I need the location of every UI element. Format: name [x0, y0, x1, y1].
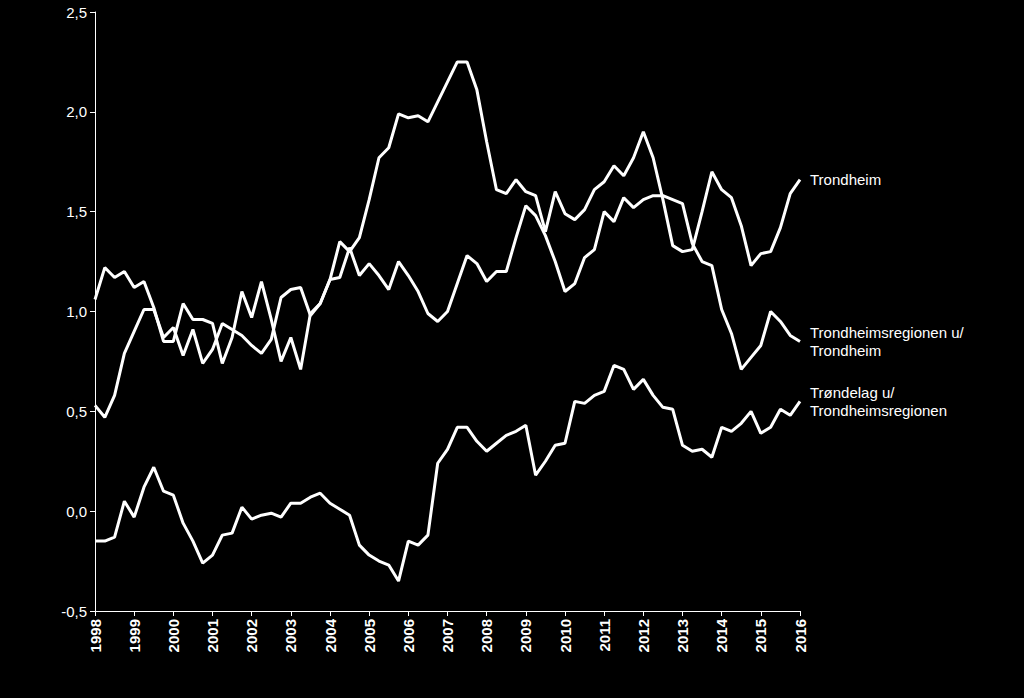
svg-text:2008: 2008: [478, 619, 495, 652]
svg-text:2010: 2010: [557, 619, 574, 652]
svg-text:2014: 2014: [713, 618, 730, 652]
svg-text:1,0: 1,0: [66, 303, 87, 320]
svg-text:Trondheim: Trondheim: [810, 171, 881, 188]
svg-text:2002: 2002: [243, 619, 260, 652]
svg-text:2,5: 2,5: [66, 4, 87, 21]
svg-text:2003: 2003: [282, 619, 299, 652]
svg-text:2015: 2015: [752, 619, 769, 652]
svg-text:1999: 1999: [126, 619, 143, 652]
svg-text:2012: 2012: [635, 619, 652, 652]
svg-text:1,5: 1,5: [66, 203, 87, 220]
svg-text:2011: 2011: [596, 619, 613, 652]
svg-text:2005: 2005: [361, 619, 378, 652]
svg-text:-0,5: -0,5: [61, 603, 87, 620]
svg-text:2001: 2001: [204, 619, 221, 652]
svg-text:Trøndelag u/: Trøndelag u/: [810, 384, 895, 401]
svg-text:2,0: 2,0: [66, 103, 87, 120]
svg-text:2007: 2007: [439, 619, 456, 652]
svg-text:0,5: 0,5: [66, 403, 87, 420]
svg-text:Trondheimsregionen: Trondheimsregionen: [810, 402, 947, 419]
svg-text:0,0: 0,0: [66, 503, 87, 520]
svg-text:2009: 2009: [517, 619, 534, 652]
svg-text:2000: 2000: [165, 619, 182, 652]
svg-text:1998: 1998: [87, 619, 104, 652]
svg-text:Trondheim: Trondheim: [810, 342, 881, 359]
svg-text:2013: 2013: [674, 619, 691, 652]
svg-text:Trondheimsregionen u/: Trondheimsregionen u/: [810, 324, 965, 341]
svg-text:2004: 2004: [322, 618, 339, 652]
svg-text:2016: 2016: [792, 619, 809, 652]
svg-text:2006: 2006: [400, 619, 417, 652]
